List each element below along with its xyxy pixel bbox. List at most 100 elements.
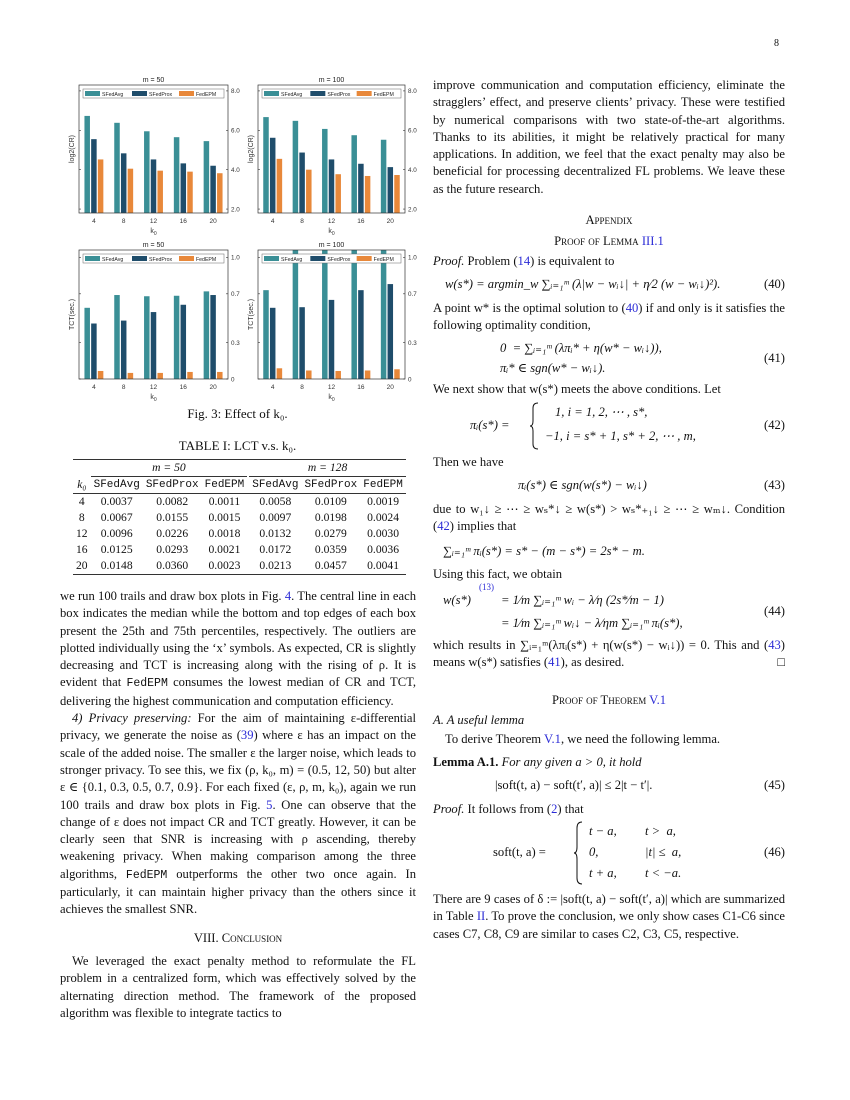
bar-SFedAvg-16 [351, 135, 357, 213]
table-cell: 0.0067 [100, 511, 133, 524]
paragraph: Using this fact, we obtain [433, 566, 563, 581]
y-tick-label: 8.0 [408, 88, 417, 95]
eq-link[interactable]: 42 [437, 519, 450, 534]
paragraph: which results in ∑ᵢ₌₁ᵐ(λπᵢ(s*) + η(w(s*)… [433, 637, 785, 672]
bar-SFedProx-4 [91, 323, 97, 379]
bar-SFedProx-4 [269, 137, 276, 213]
bar-SFedAvg-16 [173, 295, 180, 379]
left-column: we run 100 trails and draw box plots in … [60, 588, 416, 1022]
y-tick-label: 0.3 [408, 340, 417, 347]
table-cell: 0.0082 [156, 495, 189, 508]
equation-40: w(s*) = argmin_w ∑ᵢ₌₁ᵐ (λ|w − wᵢ↓| + η⁄2… [445, 276, 721, 291]
eq-link[interactable]: 40 [625, 300, 639, 315]
table-cell: 8 [78, 511, 85, 524]
table-cell: 0.0360 [156, 559, 189, 572]
legend: SFedAvg SFedProx FedEPM [82, 253, 225, 264]
eq-link[interactable]: 2 [551, 801, 558, 816]
qed-symbol: □ [777, 655, 785, 670]
table-cell: 0.0148 [100, 559, 133, 572]
bar-FedEPM-12 [335, 174, 341, 213]
bar-SFedProx-4 [91, 139, 97, 213]
bar-FedEPM-20 [217, 371, 223, 379]
eq-link[interactable]: 41 [548, 655, 561, 670]
group-header: m = 128 [249, 459, 406, 477]
eq-link[interactable]: 14 [517, 253, 531, 268]
paragraph: Then we have [433, 454, 504, 469]
chart-title: m = 100 [319, 77, 345, 84]
theorem-link[interactable]: V.1 [544, 732, 561, 747]
bar-SFedProx-20 [210, 295, 216, 379]
lemma: Lemma A.1. For any given a > 0, it hold [433, 754, 642, 769]
eq-39-link[interactable]: 39 [240, 728, 254, 743]
equation-42-case: 1, i = 1, 2, ⋯ , s*, [555, 404, 648, 419]
equation-46-case: 0, [589, 845, 599, 860]
equation-number: (43) [764, 478, 785, 493]
page-number: 8 [774, 38, 779, 49]
legend-label: SFedAvg [281, 257, 302, 263]
bar-FedEPM-4 [276, 158, 283, 213]
paragraph: To derive Theorem V.1, we need the follo… [445, 732, 721, 747]
bar-SFedAvg-12 [322, 250, 328, 379]
bar-SFedProx-20 [210, 165, 216, 213]
x-tick-label: 8 [300, 384, 304, 391]
bar-FedEPM-16 [187, 171, 193, 213]
fig-4-link[interactable]: 4 [284, 589, 292, 603]
equation-number: (45) [764, 777, 785, 792]
bar-FedEPM-20 [394, 174, 400, 213]
legend-label: SFedProx [149, 257, 172, 263]
y-tick-label: 8.0 [231, 88, 240, 95]
lemma-title: Lemma A.1. [433, 754, 499, 769]
bar-SFedAvg-16 [351, 250, 357, 379]
column-header: SFedAvg [93, 479, 140, 491]
fig-5-link[interactable]: 5 [266, 797, 273, 812]
plot-frame [257, 84, 406, 214]
equation-46-case: t + a, [589, 866, 617, 881]
theorem-link[interactable]: V.1 [649, 692, 667, 707]
bar-SFedProx-20 [387, 284, 394, 379]
chart-title: m = 100 [319, 242, 345, 249]
x-axis-label: k0 [150, 394, 157, 403]
chart-title: m = 50 [143, 242, 165, 249]
right-column: improve communication and computation ef… [433, 77, 785, 943]
y-tick-label: 4.0 [231, 167, 240, 174]
table-cell: 0.0011 [208, 495, 241, 508]
x-tick-label: 8 [300, 218, 304, 225]
subsection-heading: A. A useful lemma [433, 712, 525, 727]
legend-swatch [356, 91, 372, 96]
equation-number: (41) [764, 350, 785, 365]
chart-title: m = 50 [143, 77, 165, 84]
table-cell: 0.0030 [367, 527, 400, 540]
table-cell: 0.0037 [100, 495, 133, 508]
y-tick-label: 1.0 [231, 255, 240, 262]
subsection-heading: 4) Privacy preserving: [72, 711, 192, 726]
legend-label: FedEPM [374, 257, 394, 263]
paragraph: There are 9 cases of δ := |soft(t, a) − … [433, 892, 786, 941]
x-tick-label: 16 [180, 218, 188, 225]
bar-SFedAvg-8 [292, 250, 299, 379]
bar-SFedAvg-8 [114, 295, 120, 379]
legend: SFedAvg SFedProx FedEPM [261, 88, 402, 99]
y-tick-label: 6.0 [408, 128, 417, 135]
paragraph: Proof. It follows from (2) that [433, 801, 584, 816]
table-link[interactable]: II [476, 909, 486, 924]
x-tick-label: 4 [271, 218, 275, 225]
legend-swatch [179, 91, 194, 96]
paragraph: Proof. Problem (14) is equivalent to [433, 253, 615, 268]
x-tick-label: 4 [271, 384, 275, 391]
bar-SFedProx-12 [328, 299, 335, 379]
proof-lemma-heading: Proof of Lemma III.1 [433, 233, 785, 250]
x-tick-label: 20 [387, 218, 395, 225]
legend-label: SFedProx [327, 92, 350, 98]
lemma-link[interactable]: III.1 [641, 234, 664, 249]
bar-SFedProx-16 [358, 290, 364, 379]
column-header: FedEPM [363, 479, 403, 491]
table-row: 8 0.0067 0.0155 0.0015 0.0097 0.0198 0.0024 [73, 510, 406, 526]
chart-panel: 4 8 12 16 20 2.0 4.0 6.0 8.0 m = 100 k0 log2(CR) SFe… [248, 77, 417, 237]
column-header: k₀ [77, 477, 87, 491]
bar-SFedAvg-20 [203, 141, 210, 213]
table-cell: 20 [76, 559, 88, 572]
eq-link[interactable]: (13) [479, 582, 494, 593]
x-tick-label: 12 [328, 218, 336, 225]
eq-link[interactable]: 43 [768, 638, 781, 653]
